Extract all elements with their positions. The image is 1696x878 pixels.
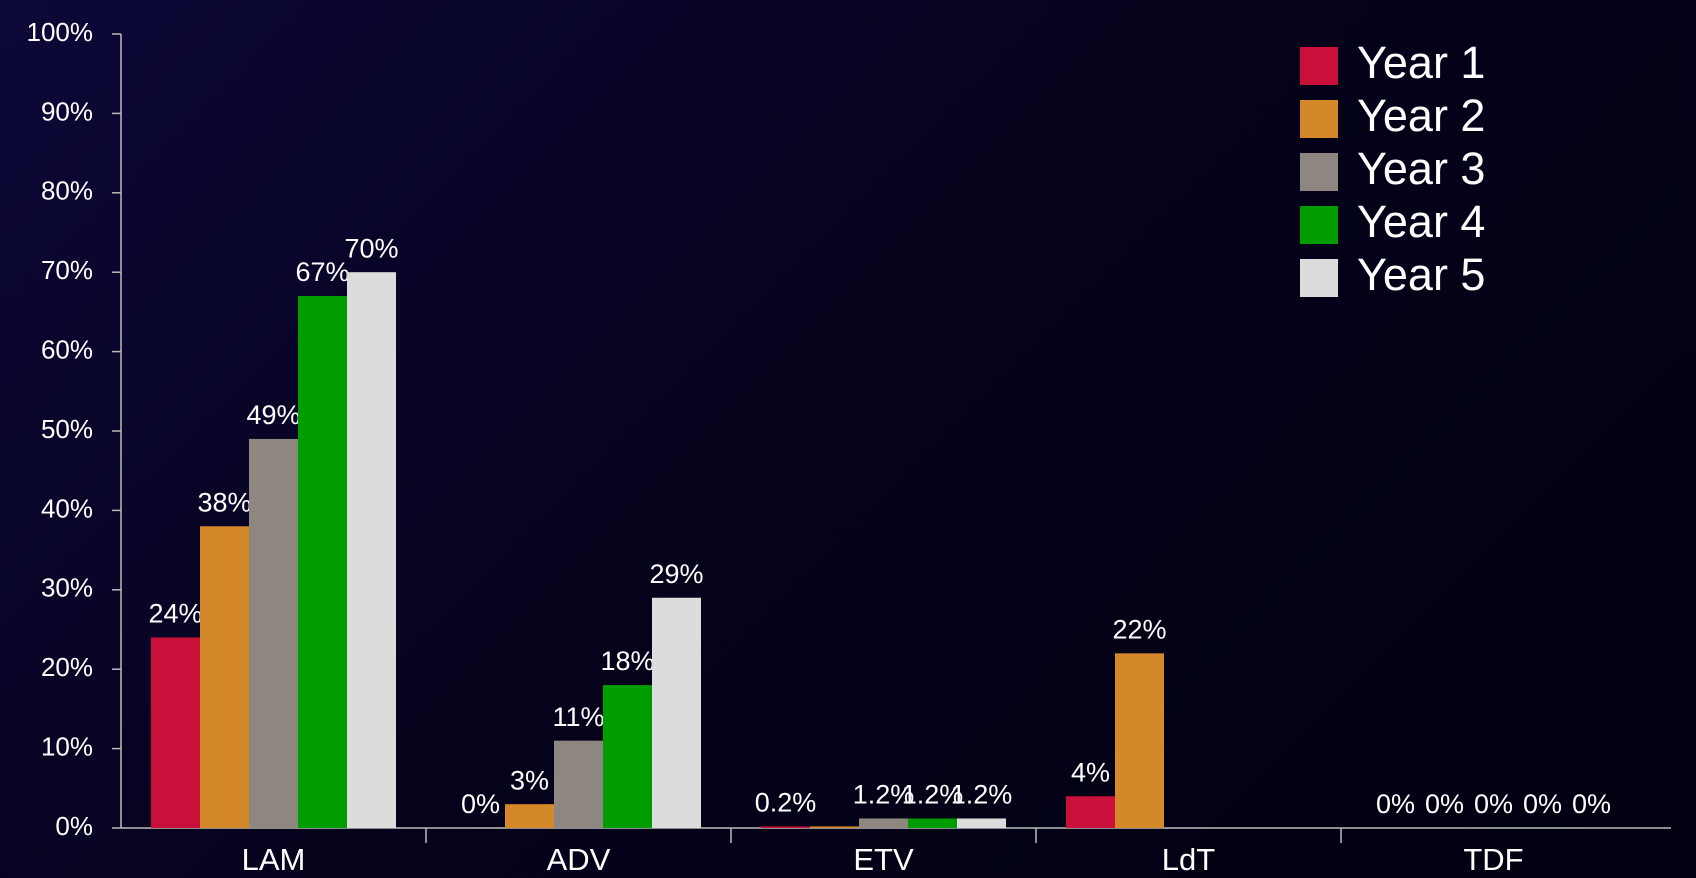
x-tick-label: ETV bbox=[853, 842, 914, 877]
x-tick-label: LAM bbox=[242, 842, 306, 877]
data-label: 29% bbox=[649, 559, 703, 589]
bar bbox=[554, 740, 603, 828]
legend-swatch bbox=[1300, 206, 1338, 244]
data-label: 1.2% bbox=[853, 780, 915, 810]
y-tick-label: 20% bbox=[41, 652, 93, 682]
bar bbox=[298, 296, 347, 828]
data-label: 22% bbox=[1112, 614, 1166, 644]
legend-label: Year 3 bbox=[1357, 143, 1485, 194]
legend-label: Year 2 bbox=[1357, 90, 1485, 141]
legend-swatch bbox=[1300, 47, 1338, 85]
legend-label: Year 5 bbox=[1357, 249, 1485, 300]
data-label: 1.2% bbox=[951, 780, 1013, 810]
bar bbox=[347, 272, 396, 828]
data-label: 1.2% bbox=[902, 780, 964, 810]
data-label: 4% bbox=[1071, 757, 1110, 787]
y-tick-label: 90% bbox=[41, 96, 93, 126]
data-label: 70% bbox=[344, 233, 398, 263]
bar bbox=[505, 804, 554, 828]
data-label: 0% bbox=[461, 789, 500, 819]
legend-swatch bbox=[1300, 259, 1338, 297]
y-tick-label: 50% bbox=[41, 414, 93, 444]
legend-swatch bbox=[1300, 100, 1338, 138]
y-tick-label: 80% bbox=[41, 176, 93, 206]
bar bbox=[200, 526, 249, 828]
data-label: 11% bbox=[552, 702, 604, 732]
bar bbox=[908, 818, 957, 828]
y-tick-label: 0% bbox=[55, 811, 93, 841]
bar bbox=[652, 597, 701, 828]
y-tick-label: 70% bbox=[41, 255, 93, 285]
bar bbox=[1066, 796, 1115, 828]
y-tick-label: 10% bbox=[41, 731, 93, 761]
data-label: 0% bbox=[1425, 789, 1464, 819]
x-tick-label: LdT bbox=[1162, 842, 1215, 877]
data-label: 67% bbox=[295, 257, 349, 287]
legend-label: Year 1 bbox=[1357, 37, 1485, 88]
data-label: 49% bbox=[246, 400, 300, 430]
x-tick-label: TDF bbox=[1463, 842, 1523, 877]
data-label: 18% bbox=[600, 646, 654, 676]
data-label: 38% bbox=[197, 487, 251, 517]
bar bbox=[761, 826, 810, 828]
data-label: 0% bbox=[1474, 789, 1513, 819]
data-label: 0% bbox=[1572, 789, 1611, 819]
y-tick-label: 30% bbox=[41, 573, 93, 603]
data-label: 24% bbox=[148, 599, 202, 629]
data-label: 3% bbox=[510, 765, 549, 795]
bar bbox=[810, 826, 859, 828]
y-tick-label: 100% bbox=[27, 17, 94, 47]
bar bbox=[603, 685, 652, 828]
legend-swatch bbox=[1300, 153, 1338, 191]
bar bbox=[1115, 653, 1164, 828]
data-label: 0.2% bbox=[755, 788, 817, 818]
x-tick-label: ADV bbox=[547, 842, 611, 877]
data-label: 0% bbox=[1523, 789, 1562, 819]
bar bbox=[859, 818, 908, 828]
legend-label: Year 4 bbox=[1357, 196, 1485, 247]
bar bbox=[249, 438, 298, 828]
data-label: 0% bbox=[1376, 789, 1415, 819]
bar bbox=[151, 637, 200, 828]
y-tick-label: 60% bbox=[41, 334, 93, 364]
bar bbox=[957, 818, 1006, 828]
y-tick-label: 40% bbox=[41, 493, 93, 523]
